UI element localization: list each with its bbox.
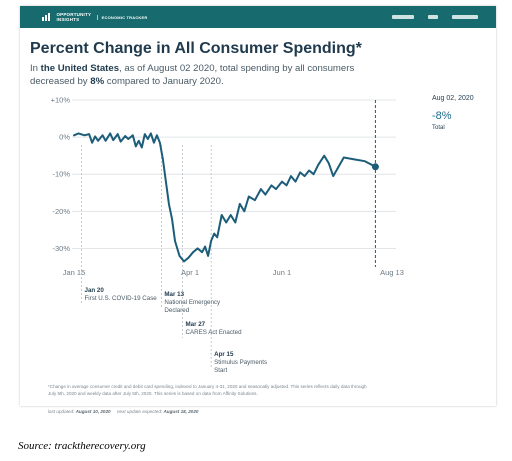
y-tick-label: +10% [51, 96, 71, 105]
annotation-text: Declared [164, 307, 189, 314]
tracker-panel: OPPORTUNITY INSIGHTS ECONOMIC TRACKER [20, 6, 496, 406]
subtitle-percent: 8% [90, 76, 105, 87]
side-date: Aug 02, 2020 [432, 95, 474, 102]
end-point-marker [371, 163, 379, 171]
annotation-text: Stimulus Payments [214, 359, 267, 366]
chart-title: Percent Change in All Consumer Spending* [30, 40, 362, 57]
annotation-date: Mar 13 [164, 291, 184, 298]
update-info: last updated: August 10, 2020 next updat… [48, 409, 198, 414]
source-caption: Source: tracktherecovery.org [18, 440, 146, 452]
side-label: Total [432, 125, 445, 131]
side-value: -8% [432, 110, 452, 122]
subtitle-suffix: compared to January 2020. [104, 76, 224, 87]
annotation-date: Jan 20 [85, 287, 105, 294]
x-tick-label: Aug 13 [380, 268, 404, 277]
partner-logos [392, 15, 478, 19]
last-updated-label: last updated: [48, 409, 75, 414]
subtitle-middle: , as of August 02 2020, total spending b… [30, 63, 355, 87]
logo-line-1: OPPORTUNITY [56, 12, 92, 17]
y-tick-label: 0% [59, 133, 70, 142]
annotation-date: Apr 15 [214, 351, 234, 358]
subtitle-prefix: In [30, 63, 41, 74]
footnote: *Change in average consumer credit and d… [48, 384, 367, 396]
last-updated-date: August 10, 2020 [75, 409, 111, 414]
bar-logo-icon [42, 13, 52, 21]
annotation-date: Mar 27 [186, 321, 206, 328]
next-update-date: August 18, 2020 [163, 409, 199, 414]
annotation-text: Start [214, 367, 227, 374]
opportunity-insights-logo[interactable]: OPPORTUNITY INSIGHTS ECONOMIC TRACKER [42, 12, 147, 22]
partner-logo-icon [452, 15, 478, 19]
header-bar: OPPORTUNITY INSIGHTS ECONOMIC TRACKER [20, 6, 496, 28]
annotation-text: CARES Act Enacted [186, 329, 243, 336]
y-tick-label: -30% [52, 244, 70, 253]
subtitle-location[interactable]: the United States [40, 63, 120, 74]
annotation-text: National Emergency [164, 299, 221, 306]
tracker-label: ECONOMIC TRACKER [96, 14, 148, 20]
spending-series-line [73, 132, 377, 263]
next-update-label: next update expected: [116, 409, 163, 414]
x-tick-label: Jun 1 [273, 268, 291, 277]
logo-line-2: INSIGHTS [56, 17, 80, 22]
partner-logo-icon [428, 15, 438, 19]
y-tick-label: -10% [52, 170, 70, 179]
annotation-text: First U.S. COVID-19 Case [85, 295, 158, 302]
x-tick-label: Jan 15 [63, 268, 86, 277]
x-tick-label: Apr 1 [181, 268, 199, 277]
y-tick-label: -20% [52, 207, 70, 216]
chart-subtitle: In the United States, as of August 02 20… [30, 62, 370, 88]
partner-logo-icon [392, 15, 414, 19]
